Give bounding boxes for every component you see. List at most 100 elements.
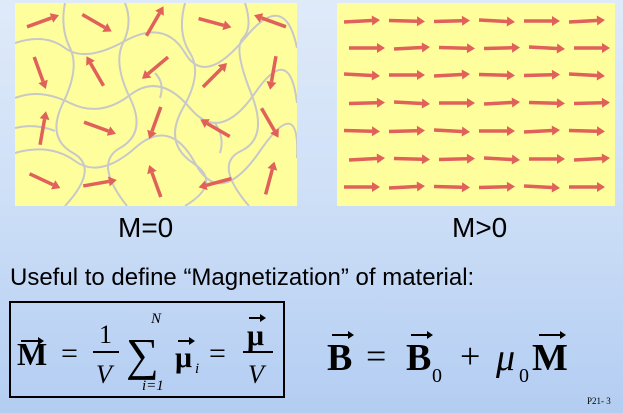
domain-boundary: [174, 3, 208, 206]
magnetized-domain-panel: [337, 3, 615, 206]
aligned-arrow: [574, 43, 610, 53]
aligned-arrow: [483, 42, 520, 53]
magnetization-equation-box: M = 1 V N ∑ i=1 μ i = μ V: [9, 301, 285, 398]
aligned-arrows: [343, 15, 610, 193]
aligned-arrow: [343, 15, 380, 26]
numerator-one: 1: [99, 320, 112, 349]
mu0-subscript: 0: [519, 365, 529, 387]
aligned-arrow: [343, 70, 380, 81]
aligned-arrow: [393, 154, 430, 165]
aligned-arrow: [529, 154, 565, 164]
aligned-arrow: [569, 182, 605, 192]
domain-arrow: [147, 165, 163, 198]
vector-mu-over-v: μ V: [243, 314, 273, 389]
vector-m-2: M: [532, 331, 568, 379]
aligned-arrow: [388, 181, 425, 192]
mu0-symbol: μ: [495, 337, 515, 379]
domain-arrow: [200, 119, 231, 139]
aligned-arrow: [573, 97, 610, 108]
b0-symbol: B: [406, 337, 431, 379]
slide-number: P21- 3: [587, 396, 611, 406]
domain-arrow: [28, 172, 61, 190]
domain-boundary: [154, 72, 163, 99]
aligned-arrow: [433, 182, 470, 193]
domain-arrow: [198, 16, 232, 31]
aligned-arrow: [389, 70, 425, 80]
unmagnetized-domain-panel: [15, 3, 297, 206]
sum-lower-limit: i=1: [142, 378, 164, 394]
aligned-arrow: [344, 182, 380, 192]
aligned-arrow: [523, 182, 560, 193]
aligned-domains-diagram: [343, 15, 610, 193]
aligned-arrow: [523, 69, 560, 80]
sum-upper-limit: N: [150, 311, 162, 327]
aligned-arrow: [568, 126, 605, 137]
domain-arrow: [254, 13, 287, 29]
aligned-arrow: [478, 181, 515, 192]
b-symbol: B: [327, 337, 352, 379]
aligned-arrow: [478, 16, 515, 27]
aligned-arrow: [348, 97, 385, 108]
aligned-arrow: [483, 97, 520, 108]
aligned-arrow: [528, 98, 565, 109]
field-equation: B = B 0 + μ 0 M: [327, 331, 568, 387]
domain-boundary: [15, 125, 56, 132]
label-m-zero: M=0: [118, 212, 174, 243]
aligned-arrow: [479, 126, 515, 136]
aligned-arrow: [438, 153, 475, 164]
vector-b: B: [327, 331, 354, 379]
aligned-arrow: [524, 16, 560, 26]
domain-arrow: [141, 55, 170, 79]
denominator-v-2: V: [248, 360, 267, 389]
domain-boundary: [55, 3, 86, 206]
mu-numerator: μ: [247, 319, 264, 352]
domain-arrow: [147, 106, 163, 139]
magnetization-intro-text: Useful to define “Magnetization” of mate…: [10, 264, 475, 291]
aligned-arrow: [393, 98, 430, 109]
domain-arrow: [266, 55, 278, 90]
domain-arrow: [263, 161, 278, 195]
aligned-arrow: [528, 43, 565, 54]
aligned-arrow: [438, 43, 475, 54]
mu-subscript: i: [195, 361, 199, 377]
domain-arrow: [86, 56, 106, 87]
m-symbol: M: [17, 336, 47, 372]
equals-sign-2: =: [209, 337, 226, 370]
summation-sign: ∑: [126, 329, 159, 380]
b0-subscript: 0: [432, 365, 442, 387]
aligned-arrow: [433, 126, 470, 137]
domain-boundary: [15, 15, 297, 68]
aligned-arrow: [393, 42, 430, 53]
aligned-arrow: [433, 15, 470, 26]
domain-arrow: [83, 120, 116, 136]
aligned-arrow: [388, 16, 425, 27]
aligned-arrow: [568, 15, 605, 26]
aligned-arrow: [483, 154, 520, 165]
m-symbol-2: M: [532, 337, 568, 379]
random-domains-diagram: [15, 3, 297, 206]
domain-boundary: [107, 3, 138, 206]
aligned-arrow: [433, 69, 470, 80]
domain-arrow: [32, 56, 48, 89]
aligned-arrow: [568, 70, 605, 81]
aligned-arrow: [478, 70, 515, 81]
aligned-arrow: [349, 43, 385, 53]
equals-sign-1: =: [61, 337, 78, 370]
domain-arrow: [198, 176, 232, 191]
aligned-arrow: [388, 125, 425, 136]
domain-boundary: [227, 3, 259, 206]
label-m-positive: M>0: [452, 212, 508, 243]
aligned-arrow: [439, 98, 475, 108]
domain-arrow: [144, 6, 164, 37]
vector-b0: B 0: [406, 331, 442, 387]
domain-boundaries: [15, 3, 297, 206]
aligned-arrow: [573, 153, 610, 164]
equals-sign-3: =: [366, 336, 386, 376]
domain-boundary: [15, 69, 297, 124]
domain-arrow: [26, 13, 59, 29]
aligned-arrow: [523, 125, 560, 136]
mu-symbol: μ: [175, 341, 192, 374]
vector-m: M: [17, 336, 47, 372]
aligned-arrow: [343, 126, 380, 137]
domain-arrow: [38, 111, 50, 146]
